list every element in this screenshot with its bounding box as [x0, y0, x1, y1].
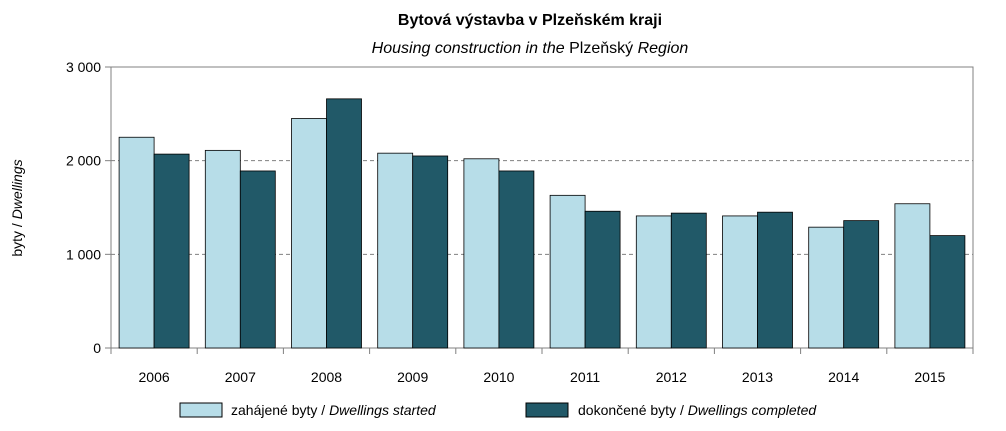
- x-tick-label: 2010: [483, 369, 514, 385]
- chart-subtitle-part1: Housing construction in the: [372, 40, 569, 57]
- chart-subtitle-part2: Plzeňský: [569, 40, 633, 57]
- bars: [118, 98, 966, 349]
- bar-completed: [584, 210, 621, 349]
- bar-started: [377, 152, 414, 349]
- bar-started: [204, 149, 241, 349]
- bar-started: [463, 158, 500, 349]
- chart-subtitle-part3: Region: [633, 40, 688, 57]
- y-axis-label: byty / Dwellings: [9, 159, 25, 256]
- legend-label-started-italic: Dwellings started: [329, 402, 437, 418]
- y-tick-label: 3 000: [66, 59, 101, 75]
- legend-label-completed-plain: dokončené byty /: [578, 402, 688, 418]
- x-tick-label: 2006: [139, 369, 170, 385]
- chart-title: Bytová výstavba v Plzeňském kraji: [398, 12, 662, 29]
- x-tick-label: 2007: [225, 369, 256, 385]
- bar-completed: [153, 153, 190, 349]
- chart-subtitle: Housing construction in the Plzeňský Reg…: [372, 40, 689, 57]
- x-tick-label: 2008: [311, 369, 342, 385]
- bar-completed: [757, 211, 793, 349]
- bar-started: [808, 226, 845, 349]
- x-tick-label: 2011: [570, 369, 600, 385]
- axes: 0 1 000 2 000 3 000 2006 2007 2008 2009 2010 2011…: [66, 59, 974, 385]
- bar-completed: [326, 98, 362, 349]
- bar-completed: [498, 170, 535, 349]
- legend-label-started: zahájené byty / Dwellings started: [231, 402, 437, 418]
- x-tick-label: 2015: [914, 369, 945, 385]
- y-axis-label-part1: byty /: [9, 219, 25, 256]
- legend: zahájené byty / Dwellings started dokonč…: [179, 402, 817, 418]
- legend-label-started-plain: zahájené byty /: [231, 402, 329, 418]
- bar-started: [894, 203, 931, 349]
- bar-completed: [843, 220, 880, 349]
- x-tick-label: 2013: [742, 369, 773, 385]
- y-tick-label: 1 000: [66, 246, 101, 262]
- y-tick-label: 2 000: [66, 153, 101, 169]
- bar-completed: [412, 155, 449, 349]
- y-axis-label-part2: Dwellings: [9, 159, 25, 219]
- bar-started: [291, 118, 327, 349]
- legend-label-completed-italic: Dwellings completed: [688, 402, 818, 418]
- x-tick-label: 2012: [656, 369, 687, 385]
- legend-label-completed: dokončené byty / Dwellings completed: [578, 402, 817, 418]
- bar-started: [635, 215, 672, 349]
- bar-started: [118, 136, 155, 349]
- bar-started: [549, 194, 586, 349]
- bar-completed: [670, 212, 707, 349]
- x-tick-label: 2014: [828, 369, 859, 385]
- legend-swatch-completed: [525, 402, 569, 418]
- x-tick-label: 2009: [397, 369, 428, 385]
- bar-completed: [239, 170, 276, 349]
- y-tick-label: 0: [93, 340, 101, 356]
- bar-completed: [929, 235, 966, 349]
- bar-started: [722, 215, 758, 349]
- legend-swatch-started: [179, 402, 223, 418]
